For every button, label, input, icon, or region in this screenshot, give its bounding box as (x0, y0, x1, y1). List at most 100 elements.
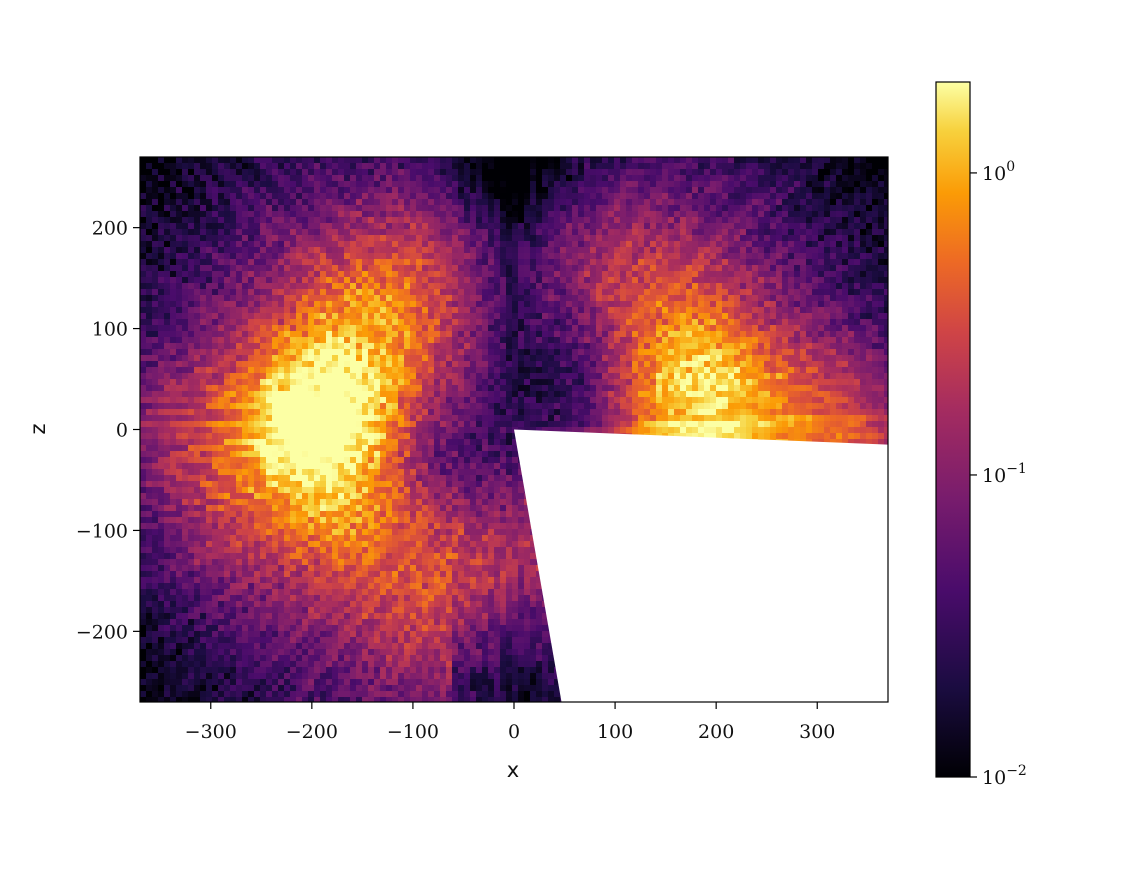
heatmap-cell (668, 205, 675, 212)
heatmap-cell (188, 283, 195, 290)
heatmap-cell (764, 205, 771, 212)
heatmap-cell (602, 283, 609, 290)
heatmap-cell (686, 313, 693, 320)
heatmap-cell (236, 211, 243, 218)
heatmap-cell (182, 283, 189, 290)
heatmap-cell (596, 241, 603, 248)
heatmap-cell (188, 157, 195, 164)
heatmap-cell (200, 229, 207, 236)
heatmap-cell (362, 331, 369, 338)
heatmap-cell (218, 217, 225, 224)
heatmap-cell (770, 241, 777, 248)
heatmap-cell (536, 385, 543, 392)
heatmap-cell (188, 175, 195, 182)
heatmap-cell (182, 343, 189, 350)
heatmap-cell (152, 223, 159, 230)
heatmap-cell (590, 331, 597, 338)
heatmap-cell (248, 271, 255, 278)
heatmap-cell (806, 325, 813, 332)
heatmap-cell (530, 355, 537, 362)
heatmap-cell (428, 271, 435, 278)
heatmap-cell (806, 343, 813, 350)
heatmap-cell (458, 355, 465, 362)
heatmap-cell (614, 205, 621, 212)
heatmap-cell (212, 301, 219, 308)
heatmap-cell (662, 247, 669, 254)
heatmap-cell (782, 379, 789, 386)
heatmap-cell (800, 307, 807, 314)
heatmap-cell (734, 223, 741, 230)
heatmap-cell (248, 259, 255, 266)
heatmap-cell (830, 355, 837, 362)
heatmap-cell (710, 319, 717, 326)
heatmap-cell (212, 235, 219, 242)
heatmap-cell (506, 319, 513, 326)
heatmap-cell (200, 235, 207, 242)
heatmap-cell (386, 361, 393, 368)
heatmap-cell (668, 337, 675, 344)
heatmap-cell (530, 277, 537, 284)
heatmap-cell (656, 349, 663, 356)
heatmap-cell (224, 319, 231, 326)
heatmap-cell (374, 175, 381, 182)
heatmap-cell (188, 331, 195, 338)
heatmap-cell (290, 385, 297, 392)
heatmap-cell (584, 253, 591, 260)
heatmap-cell (758, 157, 765, 164)
heatmap-cell (770, 313, 777, 320)
heatmap-cell (164, 187, 171, 194)
heatmap-cell (338, 217, 345, 224)
heatmap-cell (398, 277, 405, 284)
heatmap-cell (386, 157, 393, 164)
heatmap-cell (392, 337, 399, 344)
heatmap-cell (740, 265, 747, 272)
heatmap-cell (704, 181, 711, 188)
heatmap-cell (422, 379, 429, 386)
heatmap-cell (452, 199, 459, 206)
heatmap-cell (764, 349, 771, 356)
heatmap-cell (590, 157, 597, 164)
heatmap-cell (176, 211, 183, 218)
heatmap-cell (476, 319, 483, 326)
heatmap-cell (356, 391, 363, 398)
heatmap-cell (578, 289, 585, 296)
heatmap-cell (644, 331, 651, 338)
heatmap-cell (152, 295, 159, 302)
heatmap-cell (584, 283, 591, 290)
heatmap-cell (284, 361, 291, 368)
heatmap-cell (650, 391, 657, 398)
heatmap-cell (422, 247, 429, 254)
heatmap-cell (614, 163, 621, 170)
heatmap-cell (290, 247, 297, 254)
heatmap-cell (206, 193, 213, 200)
heatmap-cell (866, 307, 873, 314)
heatmap-cell (236, 223, 243, 230)
heatmap-cell (446, 289, 453, 296)
heatmap-cell (842, 259, 849, 266)
heatmap-cell (500, 301, 507, 308)
heatmap-cell (770, 271, 777, 278)
heatmap-cell (236, 391, 243, 398)
heatmap-cell (272, 391, 279, 398)
heatmap-cell (836, 391, 843, 398)
heatmap-cell (656, 175, 663, 182)
heatmap-cell (212, 253, 219, 260)
heatmap-cell (602, 295, 609, 302)
heatmap-cell (548, 199, 555, 206)
heatmap-cell (368, 229, 375, 236)
heatmap-cell (482, 217, 489, 224)
heatmap-cell (542, 229, 549, 236)
heatmap-cell (644, 193, 651, 200)
heatmap-cell (518, 241, 525, 248)
heatmap-cell (614, 319, 621, 326)
heatmap-cell (476, 283, 483, 290)
heatmap-cell (482, 313, 489, 320)
heatmap-cell (818, 229, 825, 236)
heatmap-cell (518, 385, 525, 392)
heatmap-cell (158, 373, 165, 380)
heatmap-cell (530, 325, 537, 332)
heatmap-cell (770, 211, 777, 218)
heatmap-cell (182, 211, 189, 218)
heatmap-cell (152, 253, 159, 260)
heatmap-cell (782, 259, 789, 266)
